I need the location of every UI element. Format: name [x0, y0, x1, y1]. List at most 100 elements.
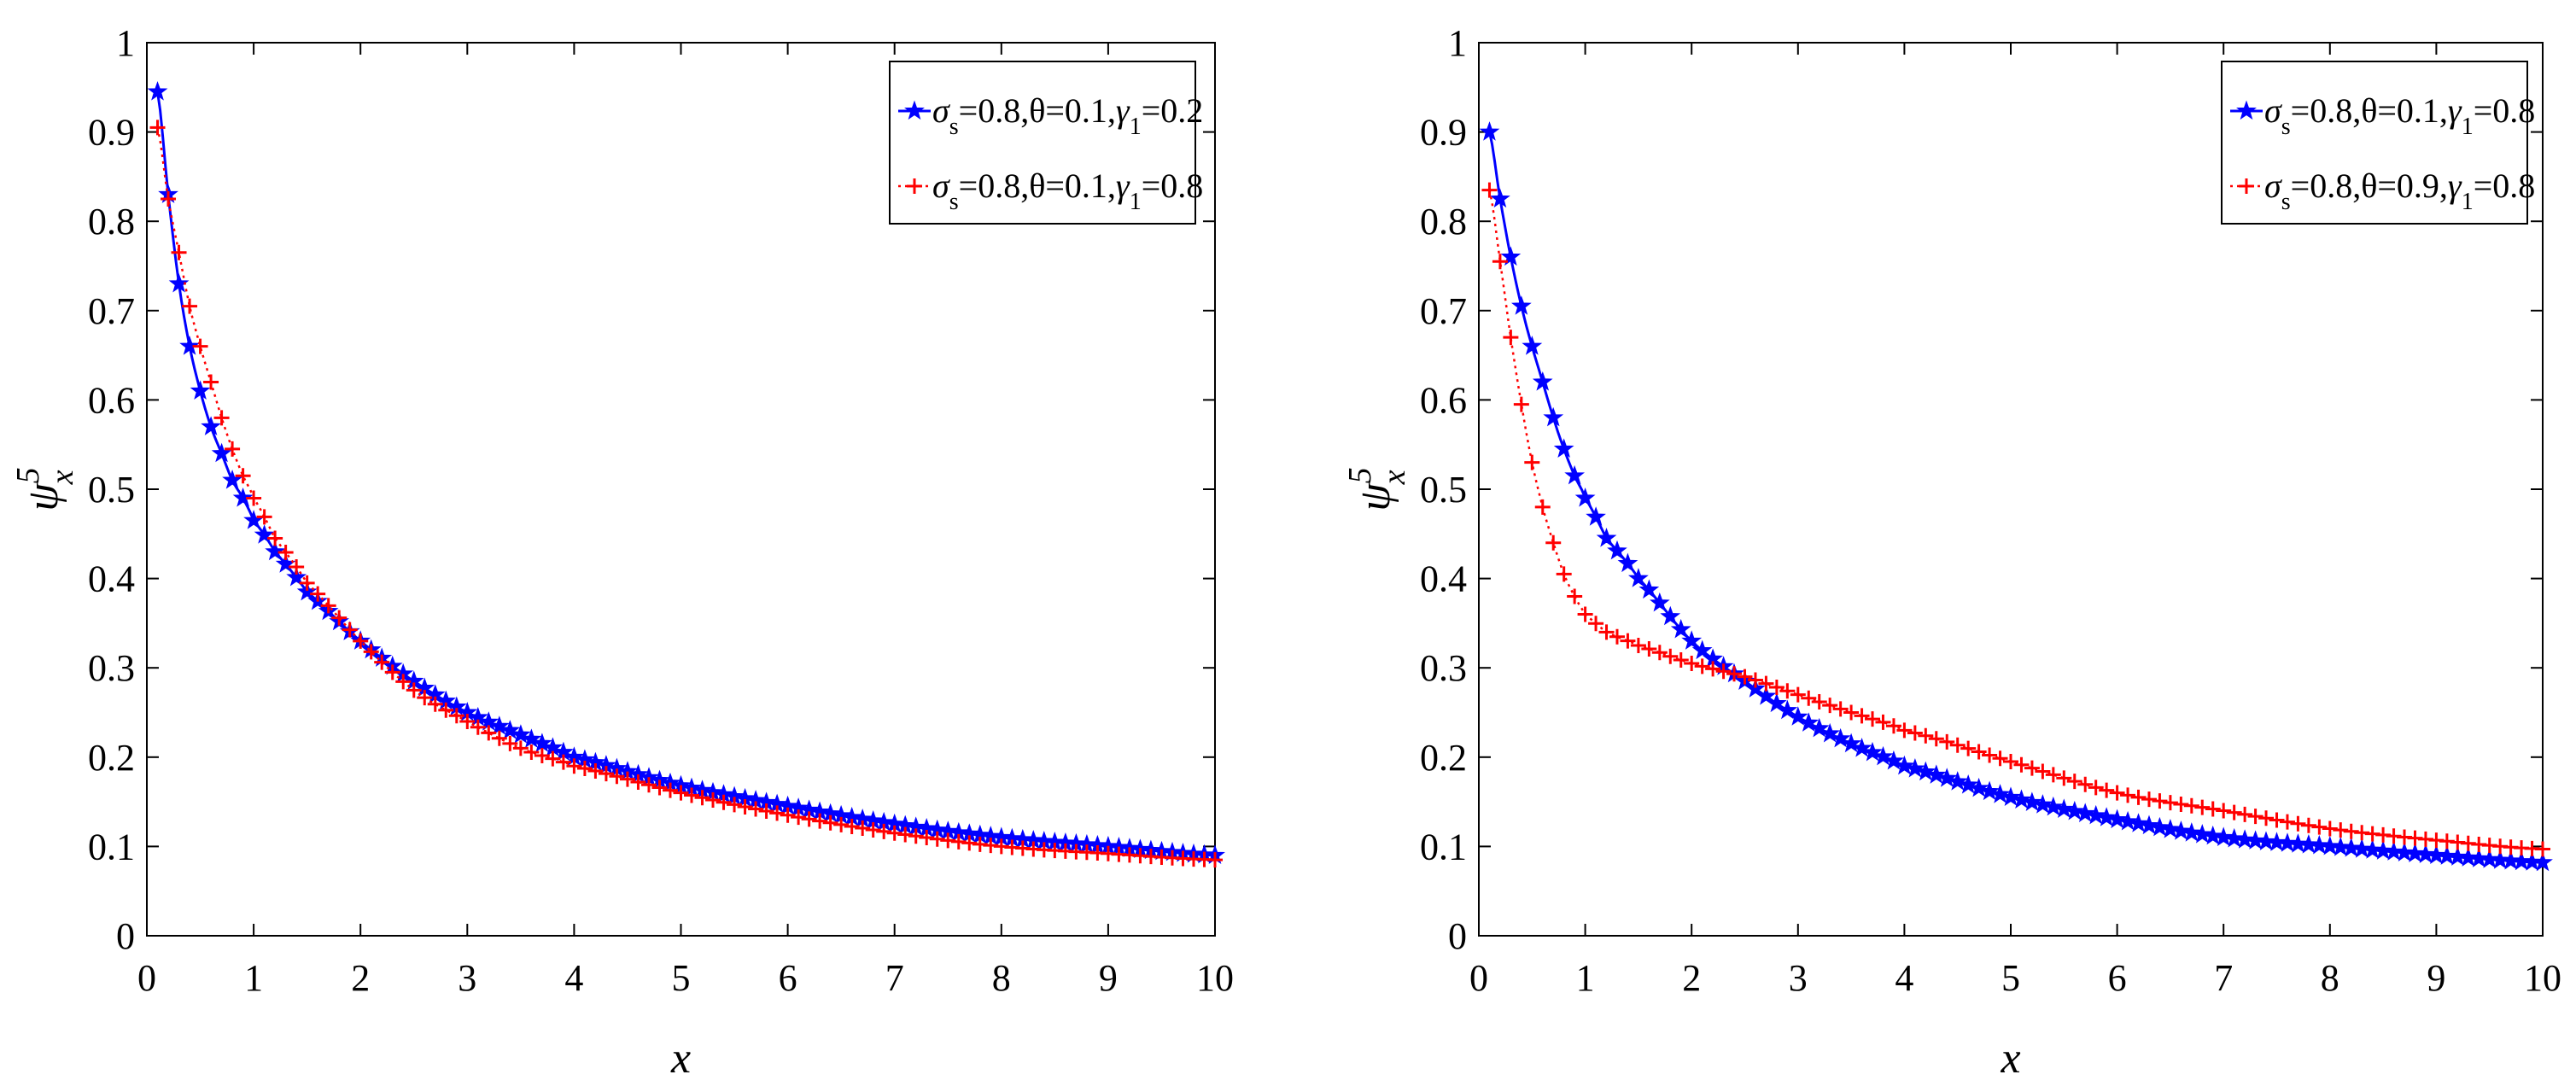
data-point-marker — [2333, 822, 2349, 838]
data-point-marker — [1894, 755, 1915, 775]
data-point-marker — [1777, 699, 1798, 720]
y-tick-label: 0 — [1448, 915, 1467, 957]
data-point-marker — [1830, 727, 1851, 748]
data-point-marker — [2128, 813, 2149, 832]
data-point-marker — [211, 442, 232, 463]
data-point-marker — [684, 787, 700, 803]
data-point-marker — [286, 566, 307, 587]
y-tick-label: 0.6 — [88, 379, 135, 421]
data-point-marker — [1798, 712, 1820, 732]
legend-subscript: s — [949, 114, 959, 140]
x-tick-label: 10 — [2524, 957, 2561, 999]
legend-marker — [904, 100, 925, 120]
data-point-marker — [2290, 815, 2306, 832]
legend-symbol: γ — [2448, 91, 2462, 130]
data-point-marker — [1747, 672, 1763, 688]
data-point-marker — [510, 724, 531, 744]
x-tick-label: 5 — [672, 957, 691, 999]
data-point-marker — [1737, 669, 1753, 685]
data-point-marker — [1939, 733, 1955, 750]
data-point-marker — [1822, 698, 1838, 714]
data-point-marker — [488, 715, 510, 735]
data-point-marker — [1490, 188, 1510, 208]
data-point-marker — [1673, 652, 1689, 669]
data-point-marker — [470, 719, 486, 735]
data-point-marker — [2056, 770, 2072, 786]
data-point-marker — [168, 272, 190, 293]
data-point-marker — [2088, 780, 2104, 796]
data-point-marker — [512, 740, 529, 756]
data-point-marker — [1915, 761, 1936, 781]
data-point-marker — [2202, 825, 2223, 845]
data-point-marker — [1758, 675, 1774, 692]
data-point-marker — [265, 540, 286, 561]
data-point-marker — [222, 470, 242, 489]
data-point-marker — [2490, 850, 2510, 869]
y-tick-label: 0.2 — [1420, 737, 1467, 779]
data-point-marker — [886, 825, 902, 841]
data-point-marker — [2457, 847, 2479, 867]
data-point-marker — [1651, 645, 1668, 661]
data-point-marker — [865, 821, 881, 838]
data-point-marker — [499, 720, 521, 739]
data-point-marker — [1896, 722, 1913, 739]
data-point-marker — [1586, 506, 1606, 526]
data-point-marker — [1755, 686, 1777, 705]
data-point-marker — [1545, 534, 1562, 551]
data-point-marker — [2415, 844, 2436, 864]
data-point-marker — [1779, 683, 1796, 699]
data-point-marker — [1638, 579, 1660, 599]
data-point-marker — [2426, 844, 2447, 864]
data-point-marker — [448, 708, 464, 724]
data-point-marker — [1513, 396, 1529, 412]
data-point-marker — [1787, 706, 1808, 726]
legend-symbol: σ — [2264, 91, 2282, 130]
data-point-marker — [203, 374, 219, 390]
x-tick-label: 10 — [1196, 957, 1234, 999]
data-point-marker — [2234, 829, 2256, 849]
data-point-marker — [1790, 686, 1806, 703]
x-tick-label: 4 — [564, 957, 583, 999]
data-point-marker — [2479, 849, 2500, 868]
data-point-marker — [791, 809, 807, 826]
data-point-marker — [534, 747, 550, 763]
data-point-marker — [2096, 807, 2117, 826]
data-point-marker — [342, 622, 358, 638]
data-point-marker — [1574, 488, 1596, 507]
data-point-marker — [2311, 819, 2328, 835]
legend: σs=0.8,θ=0.1,γ1=0.2σs=0.8,θ=0.1,γ1=0.8 — [889, 61, 1204, 225]
data-point-marker — [1705, 661, 1721, 677]
data-point-marker — [630, 774, 646, 790]
y-tick-label: 0.3 — [1420, 647, 1467, 689]
data-point-marker — [2139, 815, 2159, 835]
series-2 — [149, 120, 1223, 868]
data-point-marker — [716, 794, 732, 810]
data-point-marker — [213, 410, 230, 426]
data-point-marker — [812, 813, 828, 829]
data-point-marker — [1768, 679, 1785, 695]
y-tick-label: 0.8 — [1420, 201, 1467, 242]
data-point-marker — [1492, 254, 1508, 270]
data-point-marker — [1875, 714, 1891, 730]
data-point-marker — [1598, 624, 1615, 640]
data-point-marker — [1884, 750, 1904, 770]
data-point-marker — [576, 760, 593, 776]
legend-symbol: σ — [2264, 166, 2282, 205]
legend-text: =0.2 — [1142, 91, 1204, 130]
data-point-marker — [1511, 295, 1532, 315]
x-tick-label: 0 — [137, 957, 156, 999]
x-tick-label: 5 — [2001, 957, 2020, 999]
data-point-marker — [1207, 852, 1223, 868]
data-point-marker — [2269, 812, 2285, 828]
legend-text: =0.8 — [2474, 166, 2536, 205]
y-axis-label-superscript: 5 — [10, 467, 46, 483]
data-point-marker — [1885, 718, 1901, 734]
data-point-marker — [1968, 777, 1989, 797]
data-point-marker — [555, 754, 571, 770]
data-point-marker — [2245, 830, 2266, 850]
data-point-marker — [2160, 819, 2181, 838]
legend-frame — [889, 61, 1196, 225]
data-point-marker — [232, 488, 254, 507]
data-point-marker — [254, 524, 275, 544]
data-point-marker — [1820, 722, 1840, 743]
